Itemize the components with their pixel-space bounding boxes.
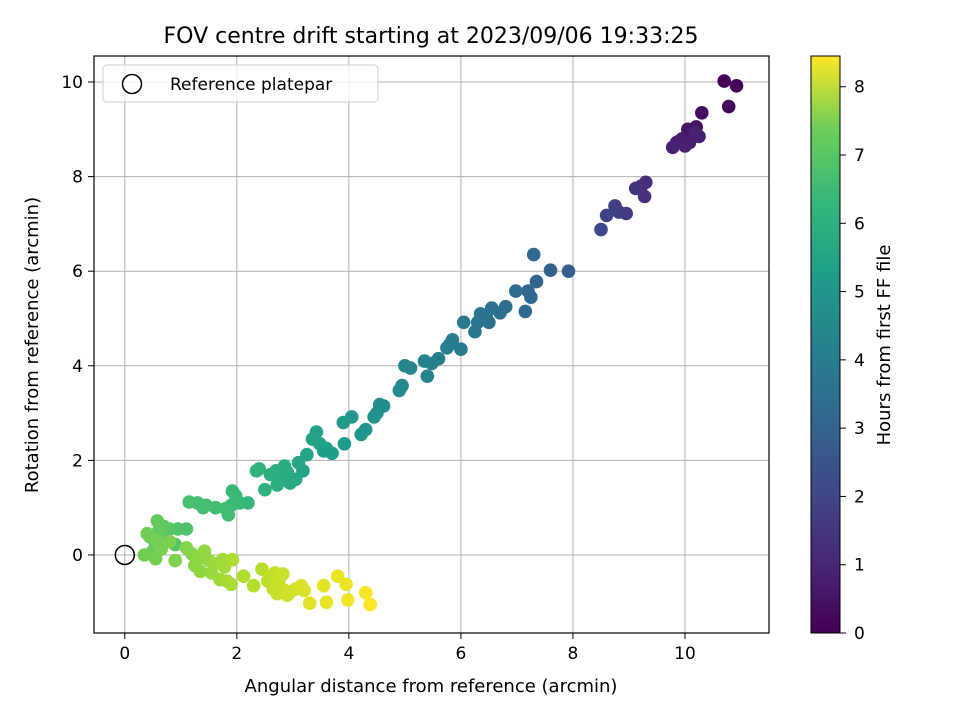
data-point [330, 569, 345, 583]
x-tick-label: 6 [455, 644, 466, 664]
data-points [137, 74, 744, 612]
data-point [337, 437, 352, 451]
data-point [561, 264, 576, 279]
data-point [140, 526, 154, 541]
colorbar-tick-label: 1 [854, 556, 865, 576]
colorbar-tick-label: 2 [854, 487, 865, 507]
data-point [392, 383, 407, 398]
data-point [263, 467, 278, 482]
data-point [150, 514, 165, 528]
x-tick-label: 2 [231, 644, 242, 664]
data-point [258, 482, 272, 497]
data-point [628, 181, 643, 196]
data-point [339, 577, 353, 592]
data-point [729, 79, 744, 93]
data-point [417, 354, 432, 368]
data-point [420, 369, 435, 384]
grid-lines [94, 56, 769, 633]
colorbar-ticks: 0 1 2 3 4 5 6 7 8 [840, 78, 865, 644]
data-point [225, 552, 240, 567]
data-point [336, 415, 351, 430]
data-point [137, 548, 152, 562]
x-axis-label: Angular distance from reference (arcmin) [245, 676, 618, 697]
data-point [236, 569, 251, 583]
x-tick-label: 8 [568, 644, 579, 664]
data-point [678, 139, 692, 153]
y-tick-label: 4 [72, 357, 83, 377]
data-point [509, 284, 523, 298]
colorbar-tick-label: 7 [854, 146, 865, 166]
data-point [695, 106, 709, 120]
data-point [529, 274, 544, 289]
data-point [398, 359, 412, 373]
y-tick-label: 0 [72, 546, 83, 566]
y-tick-label: 2 [72, 451, 83, 471]
x-tick-label: 4 [343, 644, 354, 664]
data-point [367, 410, 381, 424]
y-tick-label: 8 [72, 168, 83, 188]
data-point [440, 341, 454, 355]
chart-title: FOV centre drift starting at 2023/09/06 … [164, 24, 699, 49]
y-tick-label: 6 [72, 262, 83, 282]
data-point [543, 263, 558, 278]
colorbar-gradient [810, 55, 841, 634]
data-point [454, 342, 468, 357]
colorbar: 0 1 2 3 4 5 6 7 8 Hours from first FF file [810, 55, 895, 644]
data-point [341, 593, 355, 607]
y-tick-label: 10 [61, 73, 83, 93]
data-point [297, 583, 311, 598]
colorbar-tick-label: 3 [854, 419, 865, 439]
data-point [168, 553, 182, 568]
data-point [270, 478, 285, 492]
legend-box [102, 64, 379, 103]
data-point [182, 495, 196, 509]
data-point [358, 586, 373, 600]
x-axis-ticks: 0 2 4 6 8 10 [119, 633, 696, 664]
data-point [363, 597, 378, 612]
y-axis-ticks: 0 2 4 6 8 10 [61, 73, 94, 566]
data-point [637, 189, 652, 204]
x-tick-label: 10 [674, 644, 696, 664]
data-point [305, 432, 320, 446]
data-point [319, 595, 334, 610]
data-point [276, 567, 290, 581]
data-point [468, 324, 482, 339]
legend: Reference platepar [102, 64, 379, 103]
data-point [291, 455, 306, 470]
data-point [599, 208, 614, 223]
data-point [721, 99, 736, 114]
y-axis-label: Rotation from reference (arcmin) [22, 197, 43, 493]
data-point [354, 427, 369, 442]
data-point [316, 578, 331, 593]
data-point [717, 74, 731, 88]
data-point [526, 247, 541, 262]
data-point [594, 222, 608, 237]
colorbar-tick-label: 4 [854, 351, 865, 371]
legend-reference-marker [121, 73, 143, 95]
data-point [665, 140, 680, 155]
legend-label: Reference platepar [170, 75, 332, 95]
reference-platepar-marker [114, 544, 136, 566]
data-point [456, 315, 471, 330]
colorbar-tick-label: 0 [854, 624, 865, 644]
data-point [246, 578, 261, 593]
data-point [518, 304, 533, 319]
colorbar-label: Hours from first FF file [874, 245, 895, 446]
x-tick-label: 0 [119, 644, 130, 664]
data-point [162, 534, 177, 549]
data-point [193, 564, 208, 579]
plot-frame [93, 55, 770, 634]
data-point [224, 577, 238, 592]
data-point [302, 596, 317, 610]
data-point [249, 464, 264, 478]
data-point [608, 199, 622, 213]
colorbar-tick-label: 5 [854, 283, 865, 303]
data-point [521, 284, 535, 298]
colorbar-tick-label: 8 [854, 78, 865, 98]
data-point [688, 126, 702, 140]
data-point [218, 501, 233, 516]
data-point [225, 484, 240, 498]
colorbar-tick-label: 6 [854, 214, 865, 234]
